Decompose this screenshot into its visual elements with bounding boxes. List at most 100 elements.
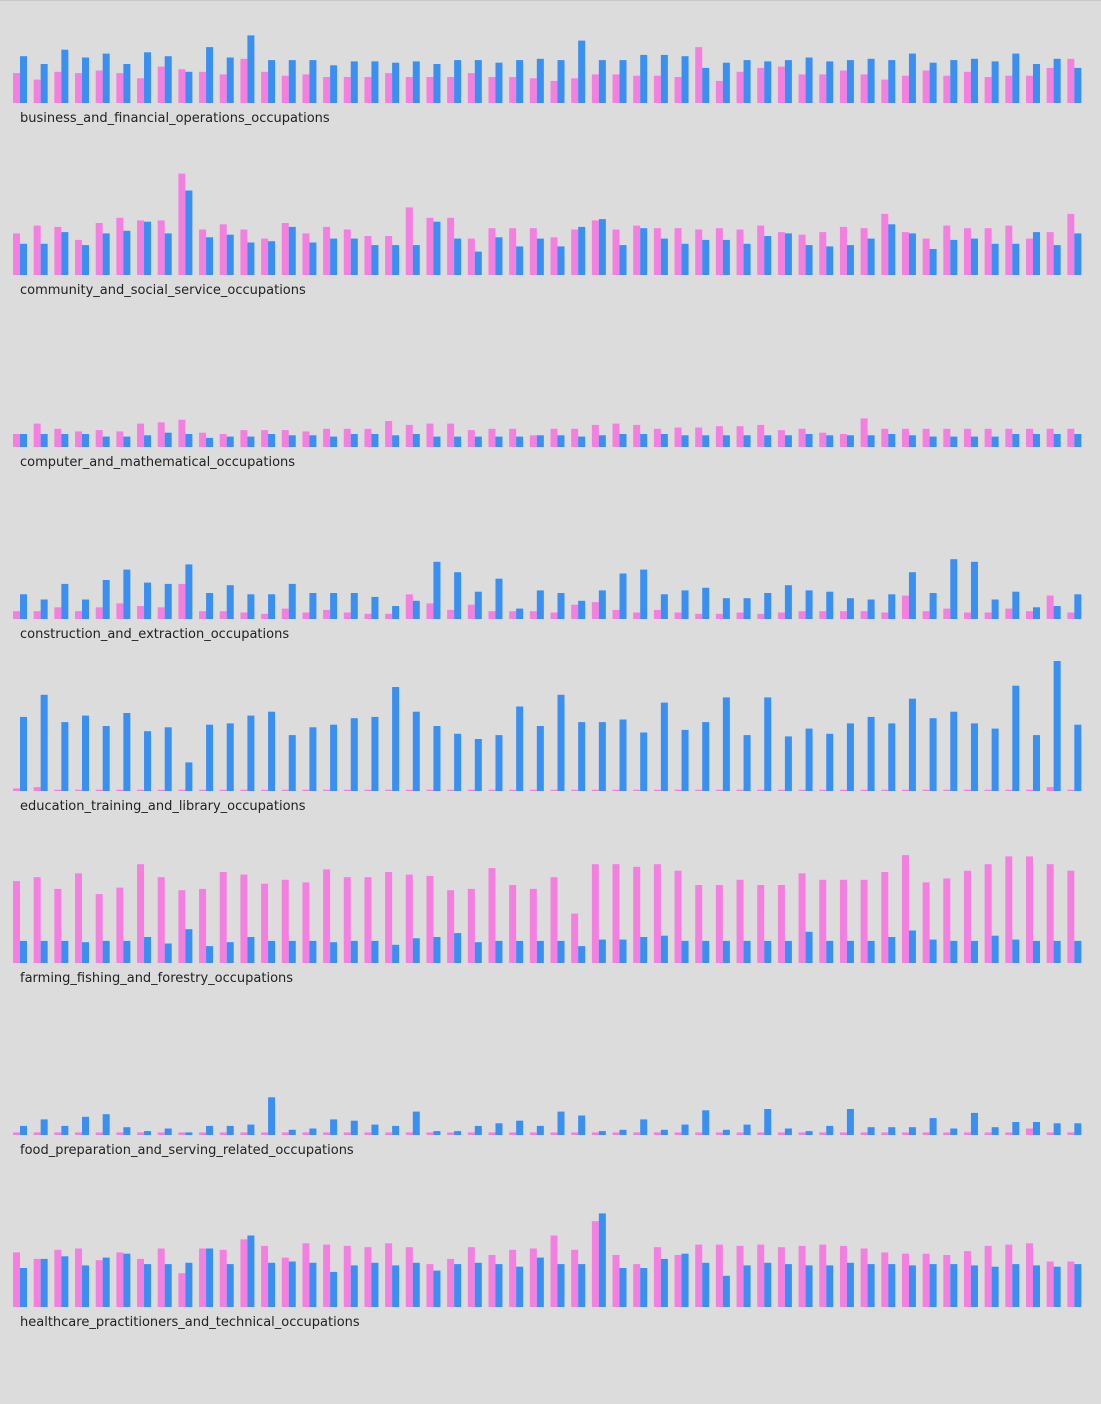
panel-label: education_training_and_library_occupatio… bbox=[20, 799, 306, 814]
male-bar bbox=[846, 435, 854, 447]
male-bar bbox=[309, 940, 317, 963]
female-bar bbox=[550, 612, 558, 619]
panel-label: food_preparation_and_serving_related_occ… bbox=[20, 1143, 354, 1158]
male-bar bbox=[640, 434, 648, 447]
male-bar bbox=[826, 246, 834, 275]
female-bar bbox=[984, 612, 992, 619]
male-bar bbox=[350, 238, 358, 275]
male-bar bbox=[1074, 724, 1082, 791]
female-bar bbox=[963, 870, 971, 963]
female-bar bbox=[963, 789, 971, 791]
female-bar bbox=[922, 428, 930, 447]
male-bar bbox=[61, 434, 69, 447]
female-bar bbox=[13, 1252, 20, 1307]
female-bar bbox=[612, 789, 620, 791]
female-bar bbox=[881, 872, 889, 963]
male-bar bbox=[784, 1264, 792, 1307]
male-bar bbox=[371, 61, 379, 103]
male-bar bbox=[206, 47, 214, 103]
panel-7: healthcare_practitioners_and_technical_o… bbox=[13, 1213, 1082, 1330]
male-bar bbox=[888, 594, 896, 619]
female-bar bbox=[695, 1244, 703, 1307]
female-bar bbox=[1005, 608, 1013, 619]
panel-label: business_and_financial_operations_occupa… bbox=[20, 111, 330, 126]
female-bar bbox=[901, 428, 909, 447]
female-bar bbox=[984, 1245, 992, 1307]
male-bar bbox=[929, 62, 937, 103]
female-bar bbox=[1025, 789, 1033, 791]
male-bar bbox=[743, 435, 751, 447]
male-bar bbox=[578, 1264, 586, 1307]
female-bar bbox=[984, 228, 992, 275]
female-bar bbox=[1067, 213, 1075, 275]
male-bar bbox=[206, 593, 214, 619]
female-bar bbox=[550, 237, 558, 275]
female-bar bbox=[798, 1132, 806, 1135]
female-bar bbox=[653, 1247, 661, 1307]
male-bar bbox=[826, 435, 834, 447]
female-bar bbox=[550, 877, 558, 963]
male-bar bbox=[185, 190, 193, 275]
male-bar bbox=[950, 1264, 958, 1307]
female-bar bbox=[509, 611, 517, 619]
female-bar bbox=[819, 74, 827, 103]
male-bar bbox=[578, 722, 586, 791]
female-bar bbox=[54, 226, 62, 275]
female-bar bbox=[281, 1132, 289, 1135]
female-bar bbox=[447, 217, 455, 275]
male-bar bbox=[164, 727, 172, 791]
male-bar bbox=[474, 739, 482, 791]
female-bar bbox=[943, 1132, 951, 1135]
female-bar bbox=[736, 789, 744, 791]
male-bar bbox=[1053, 245, 1061, 275]
male-bar bbox=[950, 711, 958, 791]
male-bar bbox=[598, 219, 606, 275]
female-bar bbox=[736, 229, 744, 275]
male-bar bbox=[350, 61, 358, 103]
female-bar bbox=[405, 424, 413, 447]
male-bar bbox=[454, 60, 462, 103]
male-bar bbox=[185, 1262, 193, 1307]
female-bar bbox=[302, 233, 310, 275]
female-bar bbox=[13, 611, 20, 619]
male-bar bbox=[82, 1265, 90, 1307]
male-bar bbox=[371, 716, 379, 791]
female-bar bbox=[653, 789, 661, 791]
male-bar bbox=[1012, 434, 1020, 447]
female-bar bbox=[426, 77, 434, 103]
top-border bbox=[0, 0, 1101, 1]
female-bar bbox=[302, 612, 310, 619]
female-bar bbox=[33, 79, 41, 103]
female-bar bbox=[839, 70, 847, 103]
female-bar bbox=[33, 877, 41, 963]
male-bar bbox=[888, 60, 896, 103]
male-bar bbox=[309, 593, 317, 619]
female-bar bbox=[116, 1252, 124, 1307]
male-bar bbox=[433, 937, 441, 963]
male-bar bbox=[619, 1268, 627, 1307]
female-bar bbox=[157, 220, 165, 275]
male-bar bbox=[1074, 434, 1082, 447]
female-bar bbox=[157, 877, 165, 963]
male-bar bbox=[578, 40, 586, 103]
female-bar bbox=[1067, 428, 1075, 447]
male-bar bbox=[743, 60, 751, 103]
female-bar bbox=[591, 220, 599, 275]
male-bar bbox=[784, 233, 792, 275]
male-bar bbox=[1053, 58, 1061, 103]
female-bar bbox=[653, 75, 661, 103]
female-bar bbox=[839, 789, 847, 791]
male-bar bbox=[557, 694, 565, 791]
male-bar bbox=[123, 230, 131, 275]
female-bar bbox=[901, 789, 909, 791]
female-bar bbox=[447, 789, 455, 791]
female-bar bbox=[116, 431, 124, 447]
male-bar bbox=[392, 435, 400, 447]
female-bar bbox=[281, 1257, 289, 1307]
male-bar bbox=[743, 243, 751, 275]
male-bar bbox=[681, 940, 689, 963]
male-bar bbox=[61, 1256, 69, 1307]
male-bar bbox=[102, 1114, 110, 1135]
female-bar bbox=[75, 239, 83, 275]
male-bar bbox=[784, 435, 792, 447]
